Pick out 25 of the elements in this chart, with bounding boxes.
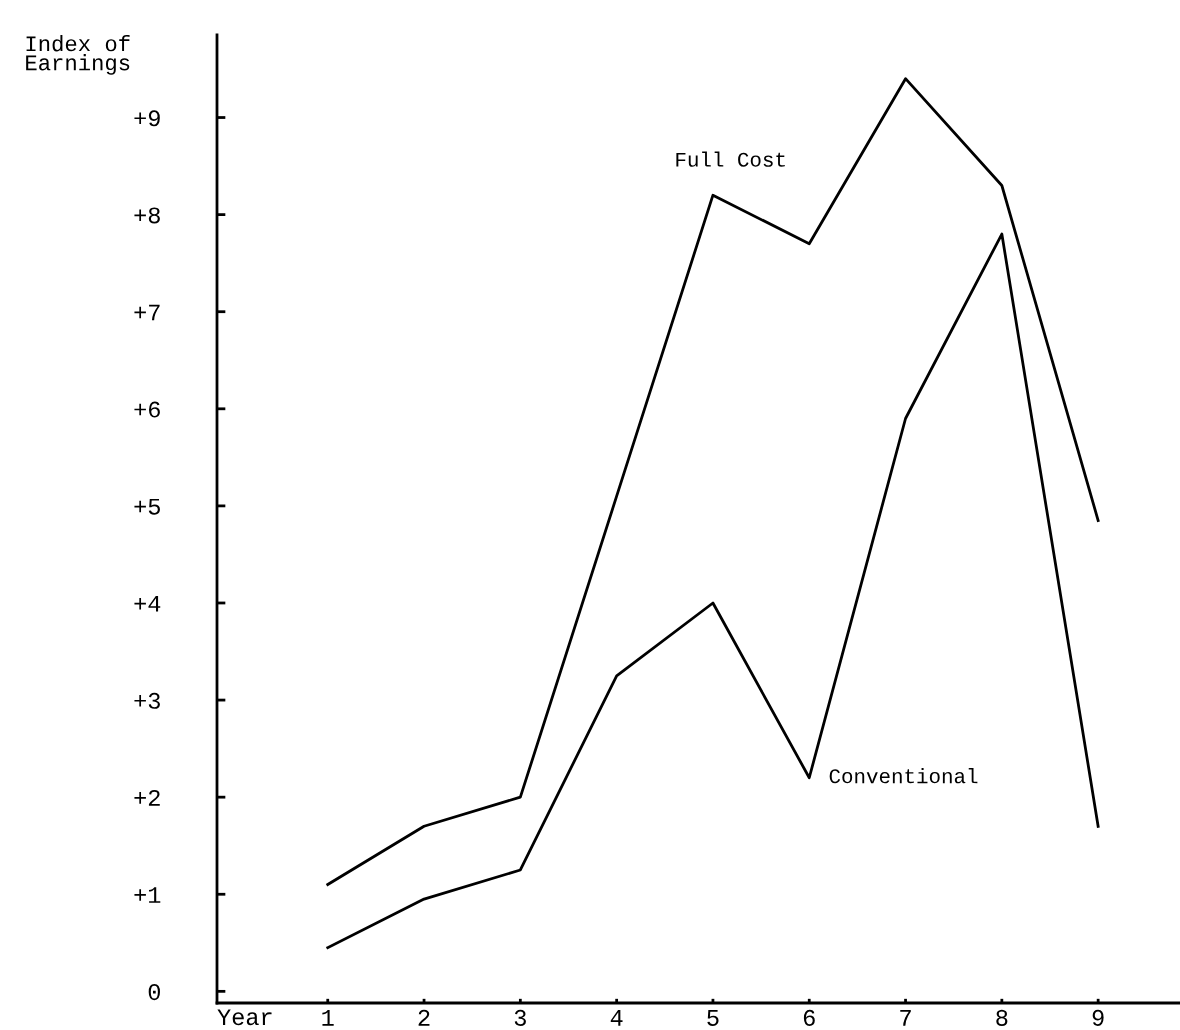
- y-tick-label: +8: [134, 207, 160, 224]
- line-series: [326, 232, 1100, 950]
- x-axis-title: Year: [217, 1009, 272, 1026]
- y-tick-label: +1: [134, 887, 161, 903]
- y-tick-label: +4: [134, 595, 161, 612]
- y-tick-label: +3: [134, 692, 160, 709]
- y-tick-label: 0: [148, 984, 160, 1001]
- x-tick-label: 4: [610, 1010, 623, 1026]
- x-tick-label: 8: [996, 1009, 1008, 1026]
- x-tick-label: 7: [900, 1010, 911, 1026]
- x-tick-label: 5: [707, 1010, 719, 1026]
- y-tick-label: +9: [134, 110, 160, 127]
- y-tick-label: +5: [134, 498, 160, 515]
- x-tick-label: 2: [418, 1009, 430, 1026]
- y-axis-title: Index of Earnings: [26, 35, 130, 75]
- line-series: [326, 77, 1100, 886]
- y-tick-label: +2: [134, 789, 160, 806]
- x-tick-label: 9: [1092, 1009, 1104, 1026]
- x-tick-label: 1: [322, 1010, 334, 1026]
- y-tick-label: +7: [134, 304, 160, 321]
- x-tick-label: 3: [514, 1009, 526, 1026]
- series-label: Conventional: [829, 768, 978, 784]
- series-label: Full Cost: [676, 151, 785, 167]
- y-tick-label: +6: [134, 401, 160, 418]
- x-tick-label: 6: [803, 1009, 815, 1026]
